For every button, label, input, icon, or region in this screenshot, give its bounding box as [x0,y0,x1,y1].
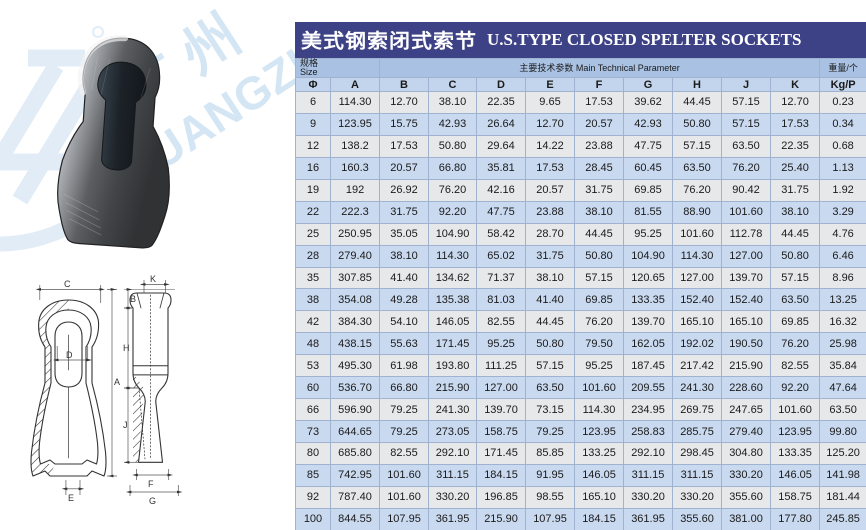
svg-text:G: G [149,496,156,506]
svg-text:H: H [123,343,130,353]
svg-text:C: C [64,279,71,289]
svg-text:E: E [68,493,74,503]
svg-text:F: F [148,479,154,489]
svg-text:J: J [123,420,128,430]
svg-text:B: B [130,294,136,304]
svg-text:D: D [66,350,73,360]
svg-text:K: K [150,274,156,284]
svg-text:A: A [114,377,120,387]
